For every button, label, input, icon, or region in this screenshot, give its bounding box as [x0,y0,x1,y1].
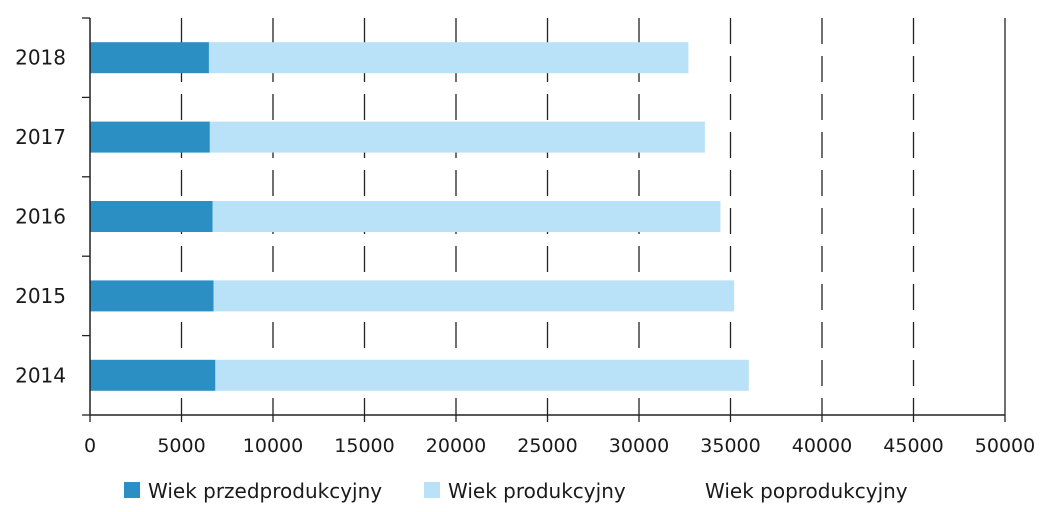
bar-segment-2 [215,359,749,391]
x-tick-label: 40000 [792,435,852,457]
x-tick-label: 5000 [157,435,205,457]
x-tick-label: 50000 [975,435,1035,457]
legend-label: Wiek poprodukcyjny [705,479,908,503]
bar-segment-1 [90,201,213,232]
bar-segment-1 [90,42,209,74]
y-category-label: 2014 [15,363,66,387]
x-tick-label: 0 [84,435,96,457]
x-tick-label: 20000 [426,435,486,457]
bar-segment-1 [90,121,210,153]
bar-segment-1 [90,359,216,391]
x-tick-label: 45000 [883,435,943,457]
legend-label: Wiek przedprodukcyjny [148,479,382,503]
x-tick-label: 10000 [243,435,303,457]
x-tick-label: 30000 [609,435,669,457]
bar-segment-2 [208,42,689,74]
y-category-label: 2017 [15,125,66,149]
x-tick-label: 35000 [700,435,760,457]
bar-segment-2 [212,201,721,232]
legend-swatch [124,482,140,498]
x-tick-labels: 0 5000 10000 15000 20000 25000 30000 35000 40000… [84,435,1035,457]
bars-group [90,42,749,391]
bar-segment-1 [90,280,214,312]
y-category-label: 2015 [15,284,66,308]
legend-swatch [424,482,440,498]
category-labels: 2018 2017 2016 2015 2014 [15,46,66,388]
axes-group [82,17,1006,422]
x-tick-label: 25000 [517,435,577,457]
bar-segment-2 [213,280,735,312]
y-category-label: 2018 [15,46,66,70]
legend-label: Wiek produkcyjny [448,479,626,503]
y-category-label: 2016 [15,205,66,229]
bar-segment-2 [209,121,705,153]
legend: Wiek przedprodukcyjny Wiek produkcyjny Wie… [124,479,908,503]
x-tick-label: 15000 [334,435,394,457]
